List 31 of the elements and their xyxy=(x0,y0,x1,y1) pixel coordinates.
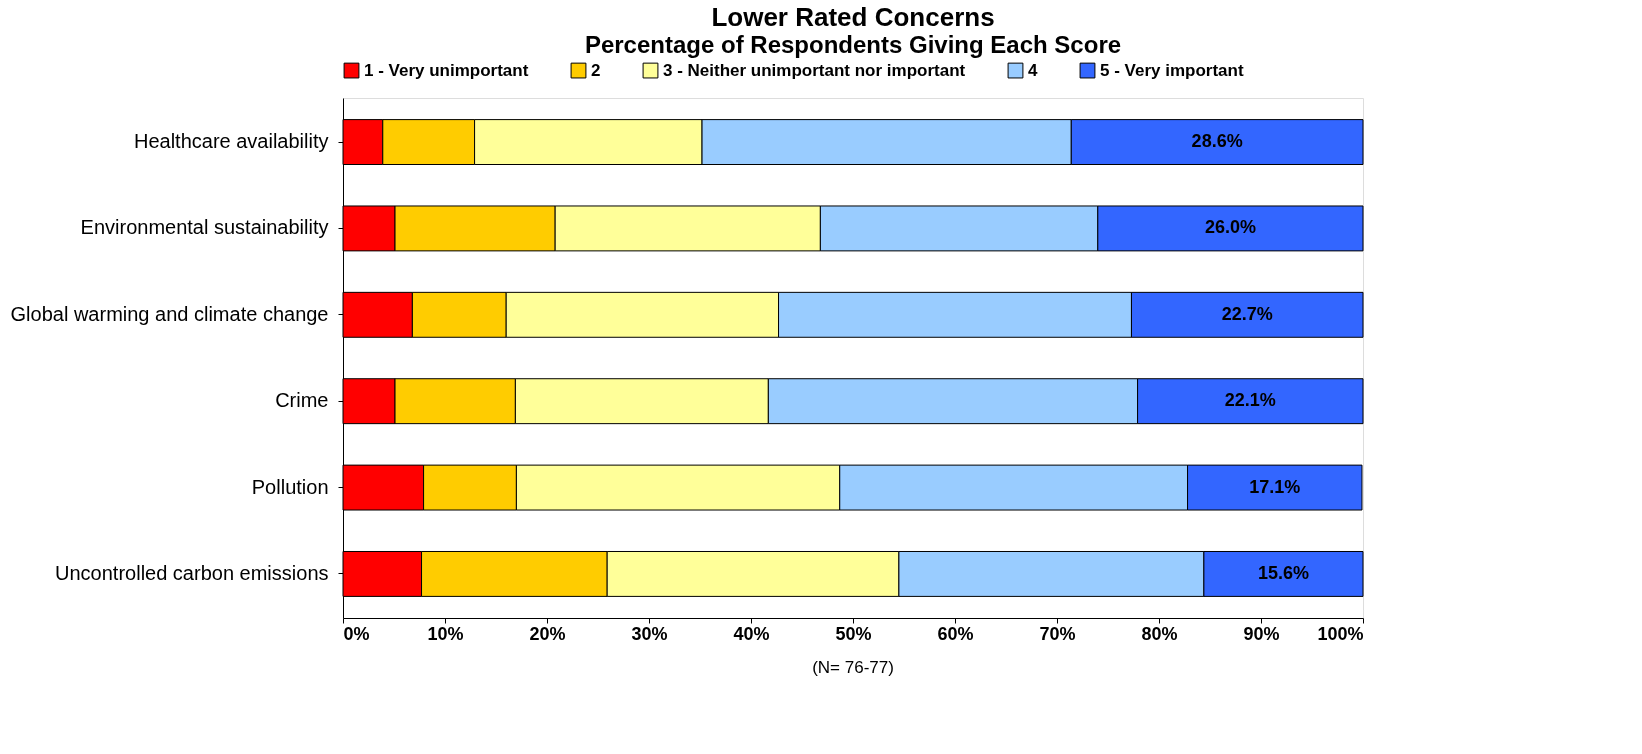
x-tick-label: 50% xyxy=(835,623,872,644)
y-tick-label: Pollution xyxy=(251,475,329,498)
legend-label: 5 - Very important xyxy=(1100,60,1244,80)
x-tick-label: 60% xyxy=(937,623,974,644)
legend-label: 1 - Very unimportant xyxy=(364,60,529,80)
data-label: 17.1% xyxy=(1249,476,1301,497)
legend-label: 4 xyxy=(1028,60,1038,80)
legend-label: 3 - Neither unimportant nor important xyxy=(663,60,966,80)
data-label: 22.1% xyxy=(1224,390,1276,411)
data-label: 28.6% xyxy=(1191,131,1243,152)
chart-title: Lower Rated Concerns xyxy=(711,2,995,32)
data-label: 15.6% xyxy=(1257,562,1309,583)
x-tick-label: 100% xyxy=(1317,623,1364,644)
x-tick-label: 20% xyxy=(529,623,566,644)
x-tick-label: 70% xyxy=(1039,623,1076,644)
data-label: 26.0% xyxy=(1204,217,1256,238)
y-tick-label: Healthcare availability xyxy=(133,130,329,153)
x-tick-label: 30% xyxy=(631,623,668,644)
text: (N= 76-77) xyxy=(812,658,894,677)
legend-label: 2 xyxy=(591,60,601,80)
x-tick-label: 10% xyxy=(427,623,464,644)
x-tick-label: 90% xyxy=(1243,623,1280,644)
y-tick-label: Uncontrolled carbon emissions xyxy=(55,561,329,584)
chart-subtitle: Percentage of Respondents Giving Each Score xyxy=(584,31,1122,58)
x-tick-label: 40% xyxy=(733,623,770,644)
y-tick-label: Environmental sustainability xyxy=(80,216,329,239)
data-label: 22.7% xyxy=(1221,303,1273,324)
x-tick-label: 80% xyxy=(1141,623,1178,644)
y-tick-label: Crime xyxy=(275,389,329,412)
x-tick-label: 0% xyxy=(343,623,370,644)
y-tick-label: Global warming and climate change xyxy=(10,302,329,325)
